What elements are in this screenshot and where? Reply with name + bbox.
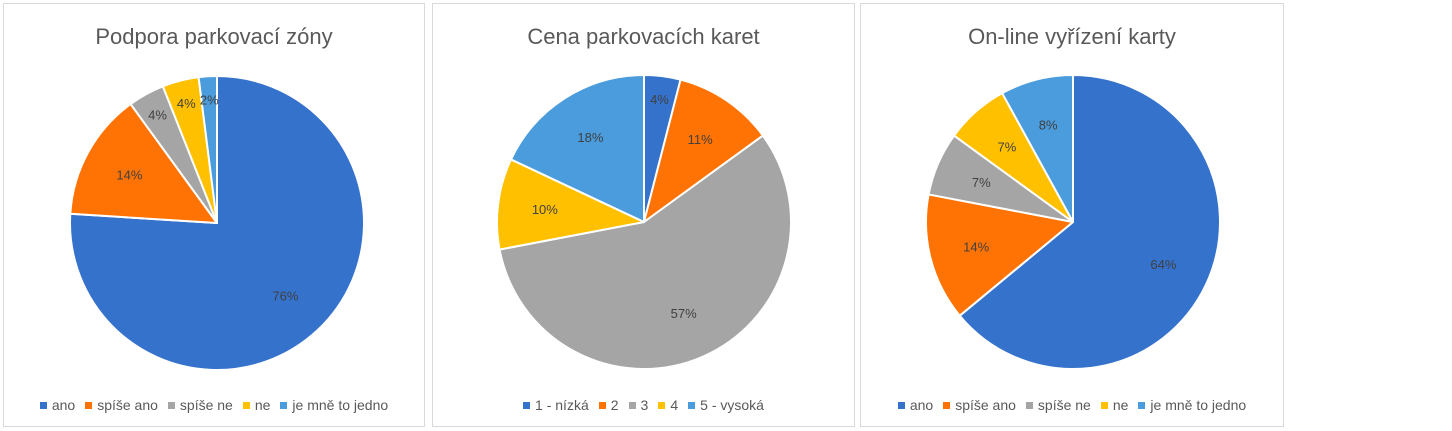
data-label: 4%	[177, 96, 196, 111]
chart-title: Podpora parkovací zóny	[95, 24, 333, 49]
legend-label: spíše ne	[1037, 397, 1091, 413]
data-label: 8%	[1039, 118, 1058, 133]
legend-label: 4	[670, 397, 679, 413]
pie-chart: 76% 14% 4% 4% 2%	[69, 75, 365, 371]
legend-label: spíše ne	[179, 397, 233, 413]
chart-legend: ano spíše ano spíše ne ne je mně to jedno	[861, 397, 1283, 413]
legend-swatch	[167, 401, 175, 409]
pie-slice	[958, 74, 1221, 370]
legend-item: je mně to jedno	[1138, 397, 1246, 413]
data-label: 4%	[650, 92, 669, 107]
legend-item: spíše ne	[1025, 397, 1091, 413]
legend-swatch	[897, 401, 905, 409]
data-label: 64%	[1150, 257, 1176, 272]
legend-swatch	[85, 401, 93, 409]
legend-swatch	[39, 401, 47, 409]
data-label: 18%	[577, 130, 603, 145]
legend-swatch	[943, 401, 951, 409]
pie-slice	[509, 74, 645, 223]
legend-swatch	[1100, 401, 1108, 409]
legend-item: ano	[39, 397, 76, 413]
legend-label: 1 - nízká	[535, 397, 589, 413]
pie-slice	[69, 103, 218, 224]
data-label: 57%	[671, 306, 697, 321]
legend-label: 3	[640, 397, 649, 413]
chart-panel-online: On-line vyřízení karty 64% 14% 7% 7% 8% ano s…	[860, 3, 1284, 427]
legend-label: ano	[51, 397, 76, 413]
chart-legend: ano spíše ano spíše ne ne je mně to jedno	[4, 397, 424, 413]
legend-label: ne	[254, 397, 271, 413]
legend-label: spíše ano	[97, 397, 158, 413]
legend-swatch	[280, 401, 288, 409]
data-label: 11%	[688, 132, 713, 147]
legend-label: je mně to jedno	[292, 397, 389, 413]
chart-panel-cena: Cena parkovacích karet 4% 11% 57% 10% 18% 1 …	[432, 3, 855, 427]
legend-item: 5 - vysoká	[688, 397, 764, 413]
legend-item: 3	[628, 397, 649, 413]
legend-swatch	[242, 401, 250, 409]
chart-title: On-line vyřízení karty	[968, 24, 1176, 49]
legend-item: ne	[242, 397, 271, 413]
data-label: 2%	[200, 92, 219, 107]
pie-slice	[1001, 74, 1074, 223]
legend-item: 4	[658, 397, 678, 413]
data-label: 7%	[998, 140, 1017, 155]
pie-slice	[643, 78, 764, 223]
legend-label: je mně to jedno	[1150, 397, 1247, 413]
legend-label: 2	[610, 397, 619, 413]
data-label: 7%	[972, 175, 991, 190]
data-label: 14%	[963, 239, 989, 254]
legend-item: spíše ne	[167, 397, 233, 413]
data-label: 76%	[272, 288, 298, 303]
legend-label: spíše ano	[955, 397, 1016, 413]
chart-legend: 1 - nízká 2 3 4 5 - vysoká	[433, 397, 854, 413]
legend-swatch	[688, 401, 696, 409]
legend-item: je mně to jedno	[280, 397, 388, 413]
legend-item: ne	[1100, 397, 1129, 413]
chart-title: Cena parkovacích karet	[527, 24, 760, 49]
legend-swatch	[598, 401, 606, 409]
legend-item: 1 - nízká	[523, 397, 589, 413]
legend-label: ne	[1112, 397, 1129, 413]
legend-swatch	[1138, 401, 1146, 409]
pie-slice	[197, 75, 218, 224]
legend-swatch	[628, 401, 636, 409]
legend-item: spíše ano	[943, 397, 1016, 413]
chart-panel-podpora: Podpora parkovací zóny 76% 14% 4% 4% 2% ano s…	[3, 3, 425, 427]
pie-slice	[498, 134, 792, 370]
legend-item: spíše ano	[85, 397, 158, 413]
legend-label: ano	[909, 397, 934, 413]
data-label: 4%	[148, 107, 167, 122]
pie-chart: 4% 11% 57% 10% 18%	[495, 74, 792, 370]
data-label: 10%	[532, 202, 558, 217]
legend-label: 5 - vysoká	[700, 397, 764, 413]
legend-item: 2	[598, 397, 619, 413]
data-label: 14%	[116, 167, 142, 182]
legend-swatch	[1025, 401, 1033, 409]
legend-swatch	[523, 401, 531, 409]
pie-chart: 64% 14% 7% 7% 8%	[925, 74, 1221, 370]
pie-slice	[495, 158, 645, 251]
legend-item: ano	[897, 397, 934, 413]
pie-slice	[925, 193, 1074, 317]
legend-swatch	[658, 401, 666, 409]
